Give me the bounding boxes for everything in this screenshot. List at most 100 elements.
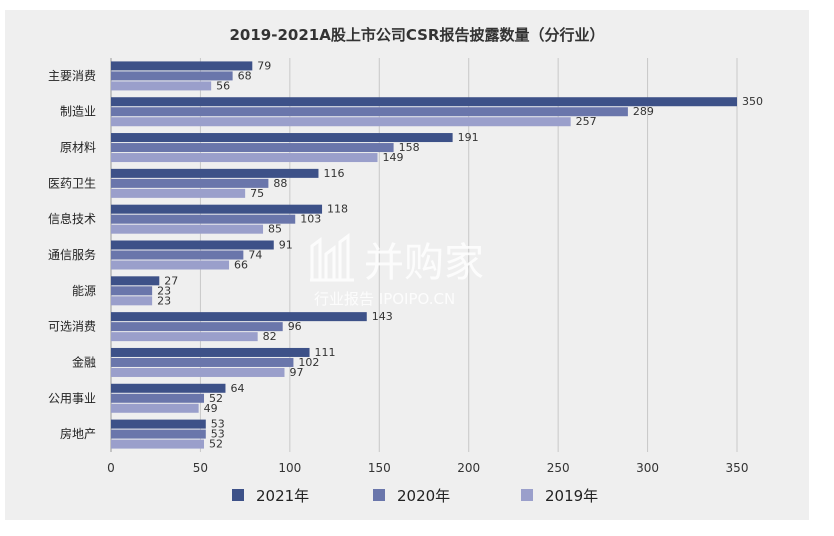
bar <box>111 97 737 107</box>
data-label: 64 <box>230 382 244 395</box>
data-label: 56 <box>216 79 230 92</box>
bar <box>111 260 230 270</box>
category-label: 可选消费 <box>48 320 96 334</box>
data-label: 53 <box>211 428 225 441</box>
category-label: 原材料 <box>60 141 96 155</box>
chart-legend: 2021年 2020年 2019年 <box>0 484 834 508</box>
bar <box>111 71 233 81</box>
bar <box>111 240 274 250</box>
x-tick-label: 300 <box>636 461 659 475</box>
bar <box>111 168 319 178</box>
data-label: 82 <box>263 330 277 343</box>
data-label: 97 <box>289 366 303 379</box>
x-tick-label: 50 <box>193 461 208 475</box>
bar <box>111 347 310 357</box>
bar <box>111 286 153 296</box>
category-label: 公用事业 <box>48 391 96 405</box>
legend-item: 2021年 <box>232 484 309 506</box>
bar <box>111 367 285 377</box>
data-label: 23 <box>157 284 171 297</box>
legend-label: 2019年 <box>545 486 599 505</box>
bar <box>111 312 367 322</box>
legend-swatch <box>521 489 533 501</box>
category-label: 医药卫生 <box>48 176 96 190</box>
bar <box>111 383 226 393</box>
data-label: 88 <box>273 177 287 190</box>
bar <box>111 250 244 260</box>
x-tick-label: 150 <box>368 461 391 475</box>
bar <box>111 332 258 342</box>
legend-label: 2021年 <box>256 486 310 505</box>
bar <box>111 153 378 163</box>
data-label: 111 <box>315 346 336 359</box>
bar <box>111 296 153 306</box>
data-label: 27 <box>164 274 178 287</box>
data-label: 91 <box>279 239 293 252</box>
bar <box>111 214 296 224</box>
data-label: 52 <box>209 392 223 405</box>
data-label: 53 <box>211 418 225 431</box>
legend-label: 2020年 <box>397 486 451 505</box>
bar <box>111 117 571 127</box>
bar <box>111 419 206 429</box>
legend-item: 2019年 <box>521 484 598 506</box>
data-label: 103 <box>300 213 321 226</box>
bar <box>111 188 246 198</box>
bar <box>111 403 199 413</box>
data-label: 23 <box>157 294 171 307</box>
chart-title: 2019-2021A股上市公司CSR报告披露数量（分行业） <box>229 26 605 44</box>
bar <box>111 133 453 143</box>
bar <box>111 357 294 367</box>
legend-swatch <box>373 489 385 501</box>
bar <box>111 224 264 234</box>
data-label: 79 <box>257 59 271 72</box>
category-label: 信息技术 <box>48 211 96 226</box>
category-label: 能源 <box>72 284 96 298</box>
category-label: 金融 <box>72 354 96 369</box>
data-label: 289 <box>633 105 654 118</box>
watermark-brand: 并购家 <box>364 240 484 286</box>
bar <box>111 107 628 117</box>
data-label: 68 <box>238 69 252 82</box>
legend-swatch <box>232 489 244 501</box>
bar <box>111 429 206 439</box>
data-label: 191 <box>458 131 479 144</box>
category-label: 房地产 <box>60 426 96 441</box>
x-tick-label: 0 <box>107 461 115 475</box>
data-label: 116 <box>323 167 344 180</box>
category-label: 通信服务 <box>48 247 96 262</box>
bar <box>111 61 253 71</box>
x-tick-label: 100 <box>278 461 301 475</box>
data-label: 66 <box>234 259 248 272</box>
data-label: 257 <box>576 115 597 128</box>
data-label: 143 <box>372 310 393 323</box>
data-label: 96 <box>288 320 302 333</box>
bar <box>111 204 323 214</box>
bar <box>111 393 205 403</box>
category-label: 主要消费 <box>48 69 96 83</box>
x-tick-label: 200 <box>457 461 480 475</box>
bar <box>111 439 205 449</box>
bar <box>111 81 212 91</box>
data-label: 158 <box>399 141 420 154</box>
bar <box>111 276 160 286</box>
x-tick-label: 250 <box>547 461 570 475</box>
data-label: 49 <box>204 402 218 415</box>
watermark-logo: 并购家 行业报告 IPOIPO.CN <box>310 233 484 308</box>
data-label: 102 <box>298 356 319 369</box>
watermark-tagline: 行业报告 IPOIPO.CN <box>314 290 455 308</box>
data-label: 52 <box>209 438 223 451</box>
bar <box>111 178 269 188</box>
legend-item: 2020年 <box>373 484 450 506</box>
data-label: 75 <box>250 187 264 200</box>
category-label: 制造业 <box>60 105 96 119</box>
watermark-building-icon <box>310 233 354 282</box>
data-label: 118 <box>327 203 348 216</box>
bar <box>111 143 394 153</box>
data-label: 74 <box>248 249 262 262</box>
data-label: 149 <box>382 151 403 164</box>
x-tick-label: 350 <box>726 461 749 475</box>
bar <box>111 322 283 332</box>
data-label: 85 <box>268 223 282 236</box>
